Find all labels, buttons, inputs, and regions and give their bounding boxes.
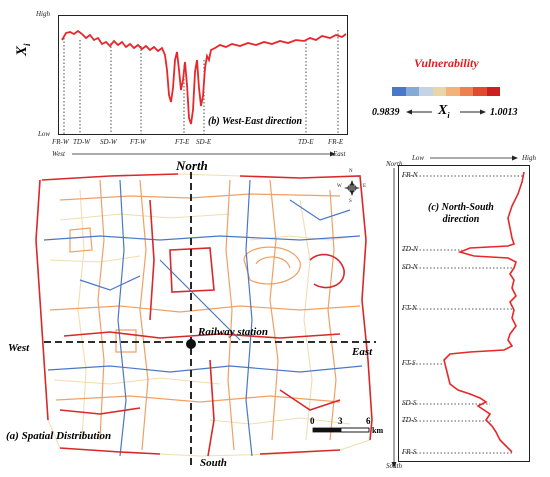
north-south-marker-ft-n: FT-N <box>402 304 417 312</box>
west-east-marker-td-e: TD-E <box>298 138 314 146</box>
compass-s-label: S <box>349 199 352 204</box>
legend-swatch-7 <box>473 87 487 96</box>
west-east-marker-ft-e: FT-E <box>175 138 190 146</box>
north-south-marker-sd-s: SD-S <box>402 399 417 407</box>
legend-swatch-6 <box>459 87 473 96</box>
north-south-marker-fr-s: FR-S <box>402 448 417 456</box>
north-south-x-low: Low <box>412 154 425 162</box>
north-south-marker-td-s: TD-S <box>402 416 417 424</box>
north-south-top-label: North <box>386 160 403 168</box>
north-south-profile-line <box>443 171 525 453</box>
north-south-marker-sd-n: SD-N <box>402 263 418 271</box>
map-south-label: South <box>200 457 227 469</box>
north-south-marker-td-n: TD-N <box>402 245 418 253</box>
map-east-label: East <box>352 346 373 358</box>
west-east-profile-line <box>61 29 347 125</box>
legend-swatch-8 <box>486 87 500 96</box>
scale-unit: km <box>372 426 384 435</box>
legend-swatch-2 <box>405 87 419 96</box>
north-south-caption-line2: direction <box>442 214 480 225</box>
scale-tick-3: 3 <box>338 416 343 426</box>
compass-n-label: N <box>349 169 353 174</box>
west-east-marker-td-w: TD-W <box>73 138 91 146</box>
scale-tick-6: 6 <box>366 416 371 426</box>
west-east-panel <box>58 15 348 135</box>
north-south-marker-fr-n: FR-N <box>402 171 418 179</box>
north-south-marker-ft-s: FT-S <box>402 359 416 367</box>
north-south-caption: (c) North-South direction <box>428 202 494 226</box>
legend-min: 0.9839 <box>372 107 400 118</box>
west-east-marker-ft-w: FT-W <box>130 138 146 146</box>
roads-high-vulnerability <box>35 173 373 457</box>
map-caption: (a) Spatial Distribution <box>6 430 112 442</box>
west-east-marker-fr-w: FR-W <box>52 138 69 146</box>
compass-e-label: E <box>363 184 367 189</box>
legend-swatch-1 <box>392 87 406 96</box>
scale-tick-0: 0 <box>310 416 315 426</box>
west-east-marker-sd-e: SD-E <box>196 138 212 146</box>
north-south-caption-line1: (c) North-South <box>428 202 494 213</box>
compass-w-label: W <box>337 184 342 189</box>
north-south-panel <box>398 165 530 462</box>
legend-max: 1.0013 <box>490 107 518 118</box>
map-west-label: West <box>8 342 30 354</box>
legend-swatch-5 <box>446 87 460 96</box>
west-east-x-left: West <box>52 150 65 158</box>
west-east-marker-sd-w: SD-W <box>100 138 117 146</box>
roads-mid-vulnerability <box>49 179 361 451</box>
west-east-marker-fr-e: FR-E <box>328 138 344 146</box>
west-east-caption: (b) West-East direction <box>208 116 303 127</box>
railway-station-label: Railway station <box>198 326 268 338</box>
legend-swatch-4 <box>432 87 446 96</box>
railway-station-marker <box>186 339 196 349</box>
roads-lowest-vulnerability <box>43 179 363 457</box>
west-east-y-low: Low <box>38 130 51 138</box>
legend-var: Xi <box>438 103 450 120</box>
scale-bar <box>312 427 370 433</box>
legend-swatch-3 <box>419 87 433 96</box>
roads-low-vulnerability <box>35 173 373 457</box>
compass-rose-icon <box>344 180 360 196</box>
legend-title: Vulnerability <box>414 56 479 70</box>
north-south-x-high: High <box>522 154 536 162</box>
west-east-x-right: East <box>333 150 346 158</box>
map-north-label: North <box>176 158 208 173</box>
west-east-y-high: High <box>36 10 50 18</box>
